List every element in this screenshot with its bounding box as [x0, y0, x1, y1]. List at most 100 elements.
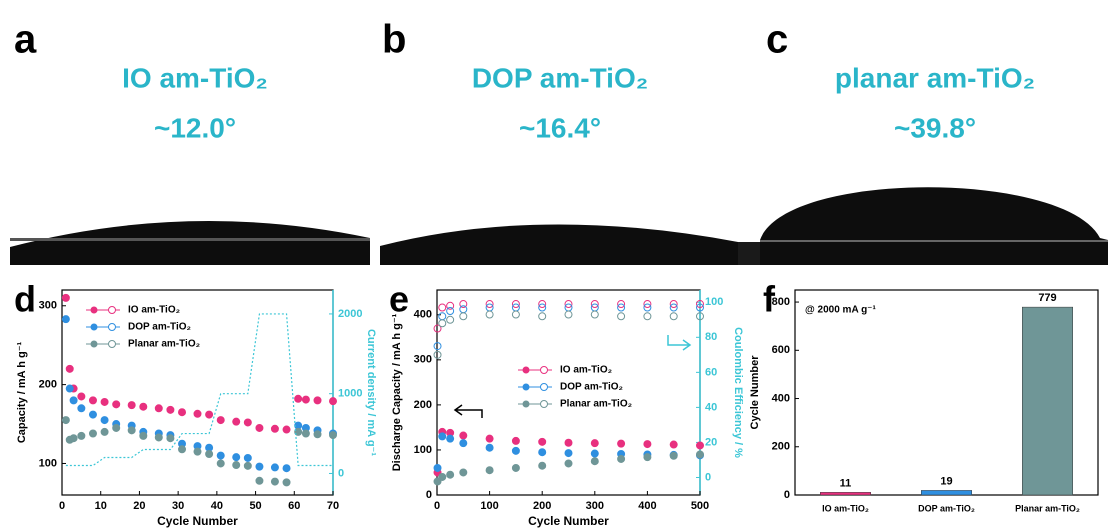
data-point [617, 439, 626, 448]
data-point [590, 310, 599, 319]
data-point [282, 478, 291, 487]
annotation: @ 2000 mA g⁻¹ [805, 305, 876, 316]
data-point [459, 431, 468, 440]
data-point [590, 457, 599, 466]
data-point [538, 312, 547, 321]
data-point [643, 312, 652, 321]
data-point [216, 416, 225, 425]
data-point [270, 424, 279, 433]
data-point [282, 464, 291, 473]
data-point [446, 434, 455, 443]
data-point [511, 310, 520, 319]
data-point [112, 400, 121, 409]
data-point [459, 312, 468, 321]
data-point [590, 439, 599, 448]
data-point [205, 410, 214, 419]
panel-letter: b [382, 18, 406, 62]
x-tick-label: 10 [95, 500, 107, 512]
y2-tick-label: 40 [705, 401, 717, 413]
data-point [433, 477, 442, 486]
data-point [669, 300, 678, 309]
photo-title: planar am-TiO₂ [835, 62, 1035, 93]
data-point [282, 425, 291, 434]
data-point [313, 430, 322, 439]
data-point [139, 402, 148, 411]
photo-title: IO am-TiO₂ [122, 62, 268, 93]
y-axis-label: Discharge Capacity / mA h g⁻¹ [391, 313, 403, 471]
x-tick-label: 30 [172, 500, 184, 512]
y2-tick-label: 20 [705, 436, 717, 448]
legend-label: Planar am-TiO₂ [128, 339, 200, 350]
data-point [301, 429, 310, 438]
data-point [696, 450, 704, 459]
data-point [617, 312, 626, 321]
data-point [329, 397, 337, 406]
legend-marker [108, 340, 116, 348]
y-tick-label: 300 [39, 300, 57, 312]
photo-title: DOP am-TiO₂ [472, 62, 648, 93]
legend-marker [108, 306, 116, 314]
y-tick-label: 200 [772, 441, 790, 453]
data-point [564, 438, 573, 447]
data-point [459, 468, 468, 477]
x-tick-label: 0 [434, 500, 440, 512]
droplet-photos [10, 187, 1108, 265]
value-label: 19 [940, 475, 952, 487]
y-tick-label: 800 [772, 296, 790, 308]
data-point [669, 451, 678, 460]
legend-marker [90, 323, 98, 331]
data-point [243, 453, 252, 462]
data-point [100, 416, 109, 425]
data-point [590, 300, 599, 309]
data-point [88, 410, 97, 419]
legend-marker [540, 400, 548, 408]
droplet [10, 221, 370, 265]
data-point [446, 301, 455, 310]
x-tick-label: 0 [59, 500, 65, 512]
x-tick-label: Planar am-TiO₂ [1015, 503, 1080, 513]
data-point [511, 446, 520, 455]
data-point [538, 300, 547, 309]
droplet [760, 187, 1108, 265]
data-point [216, 451, 225, 460]
x-tick-label: 60 [288, 500, 300, 512]
data-point [88, 429, 97, 438]
legend-label: IO am-TiO₂ [128, 305, 180, 316]
bar [820, 492, 871, 496]
bar [921, 490, 972, 496]
data-point [178, 408, 187, 417]
data-point [205, 450, 214, 458]
data-point [538, 461, 547, 470]
series-layer [433, 300, 704, 486]
data-point [590, 449, 599, 458]
data-point [643, 440, 652, 449]
y2-tick-label: 60 [705, 366, 717, 378]
data-point [564, 459, 573, 468]
value-label: 779 [1038, 292, 1056, 304]
data-point [255, 476, 264, 485]
data-point [61, 293, 70, 302]
data-point [643, 303, 652, 312]
data-point [88, 396, 97, 405]
data-point [433, 350, 442, 359]
data-point [69, 396, 78, 405]
data-point [193, 447, 202, 456]
data-point [669, 440, 678, 449]
legend-marker [108, 323, 116, 331]
y-tick-label: 100 [39, 457, 57, 469]
legend-label: DOP am-TiO₂ [560, 382, 623, 393]
y2-tick-label: 0 [338, 467, 344, 479]
y-tick-label: 600 [772, 344, 790, 356]
data-point [511, 300, 520, 309]
data-point [669, 312, 678, 321]
x-axis-label: Cycle Number [157, 514, 238, 528]
legend-marker [90, 306, 98, 314]
data-point [178, 445, 187, 454]
droplet [380, 224, 740, 265]
data-point [255, 462, 264, 471]
y-tick-label: 400 [772, 392, 790, 404]
data-point [77, 431, 86, 440]
data-point [696, 312, 704, 321]
data-point [438, 432, 447, 441]
data-point [65, 364, 74, 373]
